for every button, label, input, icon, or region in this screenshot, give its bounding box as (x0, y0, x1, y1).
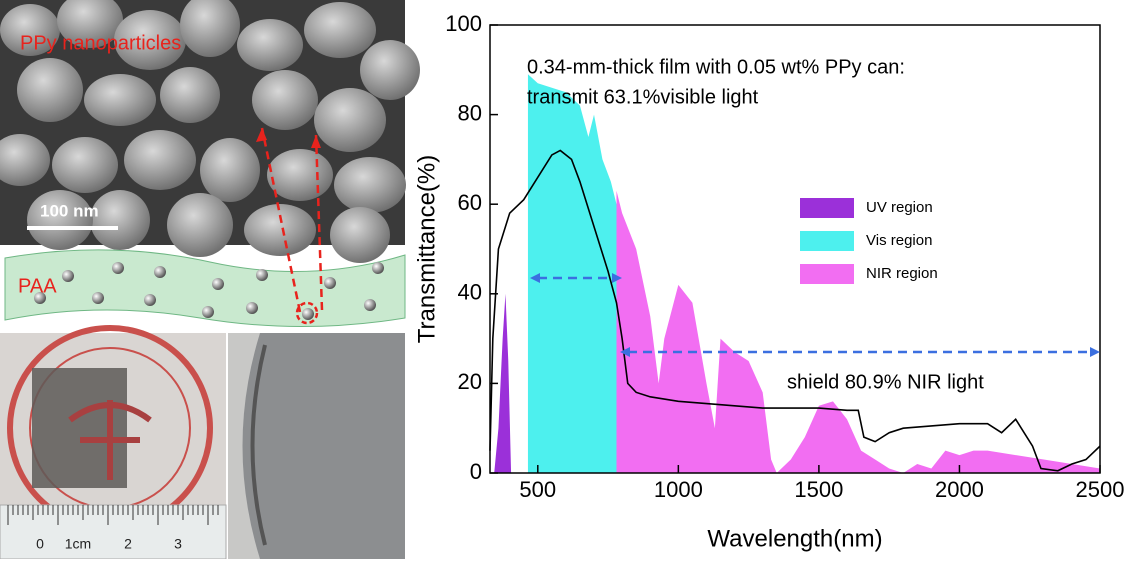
grain (267, 149, 333, 201)
y-tick-label: 80 (458, 100, 482, 125)
grain (360, 40, 420, 100)
ruler-label: 0 (36, 536, 44, 552)
grain (84, 74, 156, 126)
particle (246, 302, 258, 314)
ruler-label: 3 (174, 536, 182, 552)
x-tick-label: 500 (519, 477, 556, 502)
sem-label: PPy nanoparticles (20, 32, 181, 54)
y-tick-label: 20 (458, 369, 482, 394)
particle (256, 269, 268, 281)
legend-swatch (800, 264, 854, 284)
ruler-label: 2 (124, 536, 132, 552)
grain (124, 130, 196, 190)
legend-label: UV region (866, 199, 933, 216)
area (616, 191, 1100, 473)
grain (160, 67, 220, 123)
legend-swatch (800, 231, 854, 251)
grain (90, 190, 150, 250)
grain (304, 2, 376, 58)
x-tick-label: 1000 (654, 477, 703, 502)
legend-label: NIR region (866, 265, 938, 282)
x-axis-label: Wavelength(nm) (707, 525, 882, 552)
particle (302, 308, 314, 320)
particle (34, 292, 46, 304)
particle (112, 262, 124, 274)
particle (62, 270, 74, 282)
particle (144, 294, 156, 306)
x-tick-label: 2500 (1076, 477, 1125, 502)
grain (200, 138, 260, 202)
y-tick-label: 40 (458, 280, 482, 305)
grain (334, 157, 406, 213)
photo: 0 1cm 2 3 (0, 328, 405, 559)
ruler-label: 1cm (65, 536, 91, 552)
annotation: shield 80.9% NIR light (787, 371, 984, 393)
annotation: 0.34-mm-thick film with 0.05 wt% PPy can… (527, 56, 905, 78)
particle (92, 292, 104, 304)
particle (212, 278, 224, 290)
grain (244, 204, 316, 256)
grain (330, 207, 390, 263)
figure: PPy nanoparticles 100 nm PAA 01cm23 5001… (0, 0, 1135, 559)
particle (202, 306, 214, 318)
grain (52, 137, 118, 193)
legend-label: Vis region (866, 232, 932, 249)
particle (364, 299, 376, 311)
grain (314, 88, 386, 152)
grain (237, 19, 303, 71)
y-tick-label: 100 (445, 11, 482, 36)
annotation: transmit 63.1%visible light (527, 86, 759, 108)
particle (154, 266, 166, 278)
grain (17, 58, 83, 122)
legend-swatch (800, 198, 854, 218)
y-axis-label: Transmittance(%) (413, 155, 440, 343)
grain (167, 193, 233, 257)
particle (372, 262, 384, 274)
area (528, 74, 617, 473)
scale-bar-label: 100 nm (40, 201, 99, 220)
y-tick-label: 60 (458, 190, 482, 215)
x-tick-label: 1500 (794, 477, 843, 502)
chart: 500 1000 1500 2000 2500 0 20 40 60 80 100 Wavelengt… (413, 11, 1124, 553)
particle (324, 277, 336, 289)
grain (252, 70, 318, 130)
x-tick-label: 2000 (935, 477, 984, 502)
y-tick-label: 0 (470, 459, 482, 484)
sem-image: PPy nanoparticles 100 nm (0, 0, 420, 263)
